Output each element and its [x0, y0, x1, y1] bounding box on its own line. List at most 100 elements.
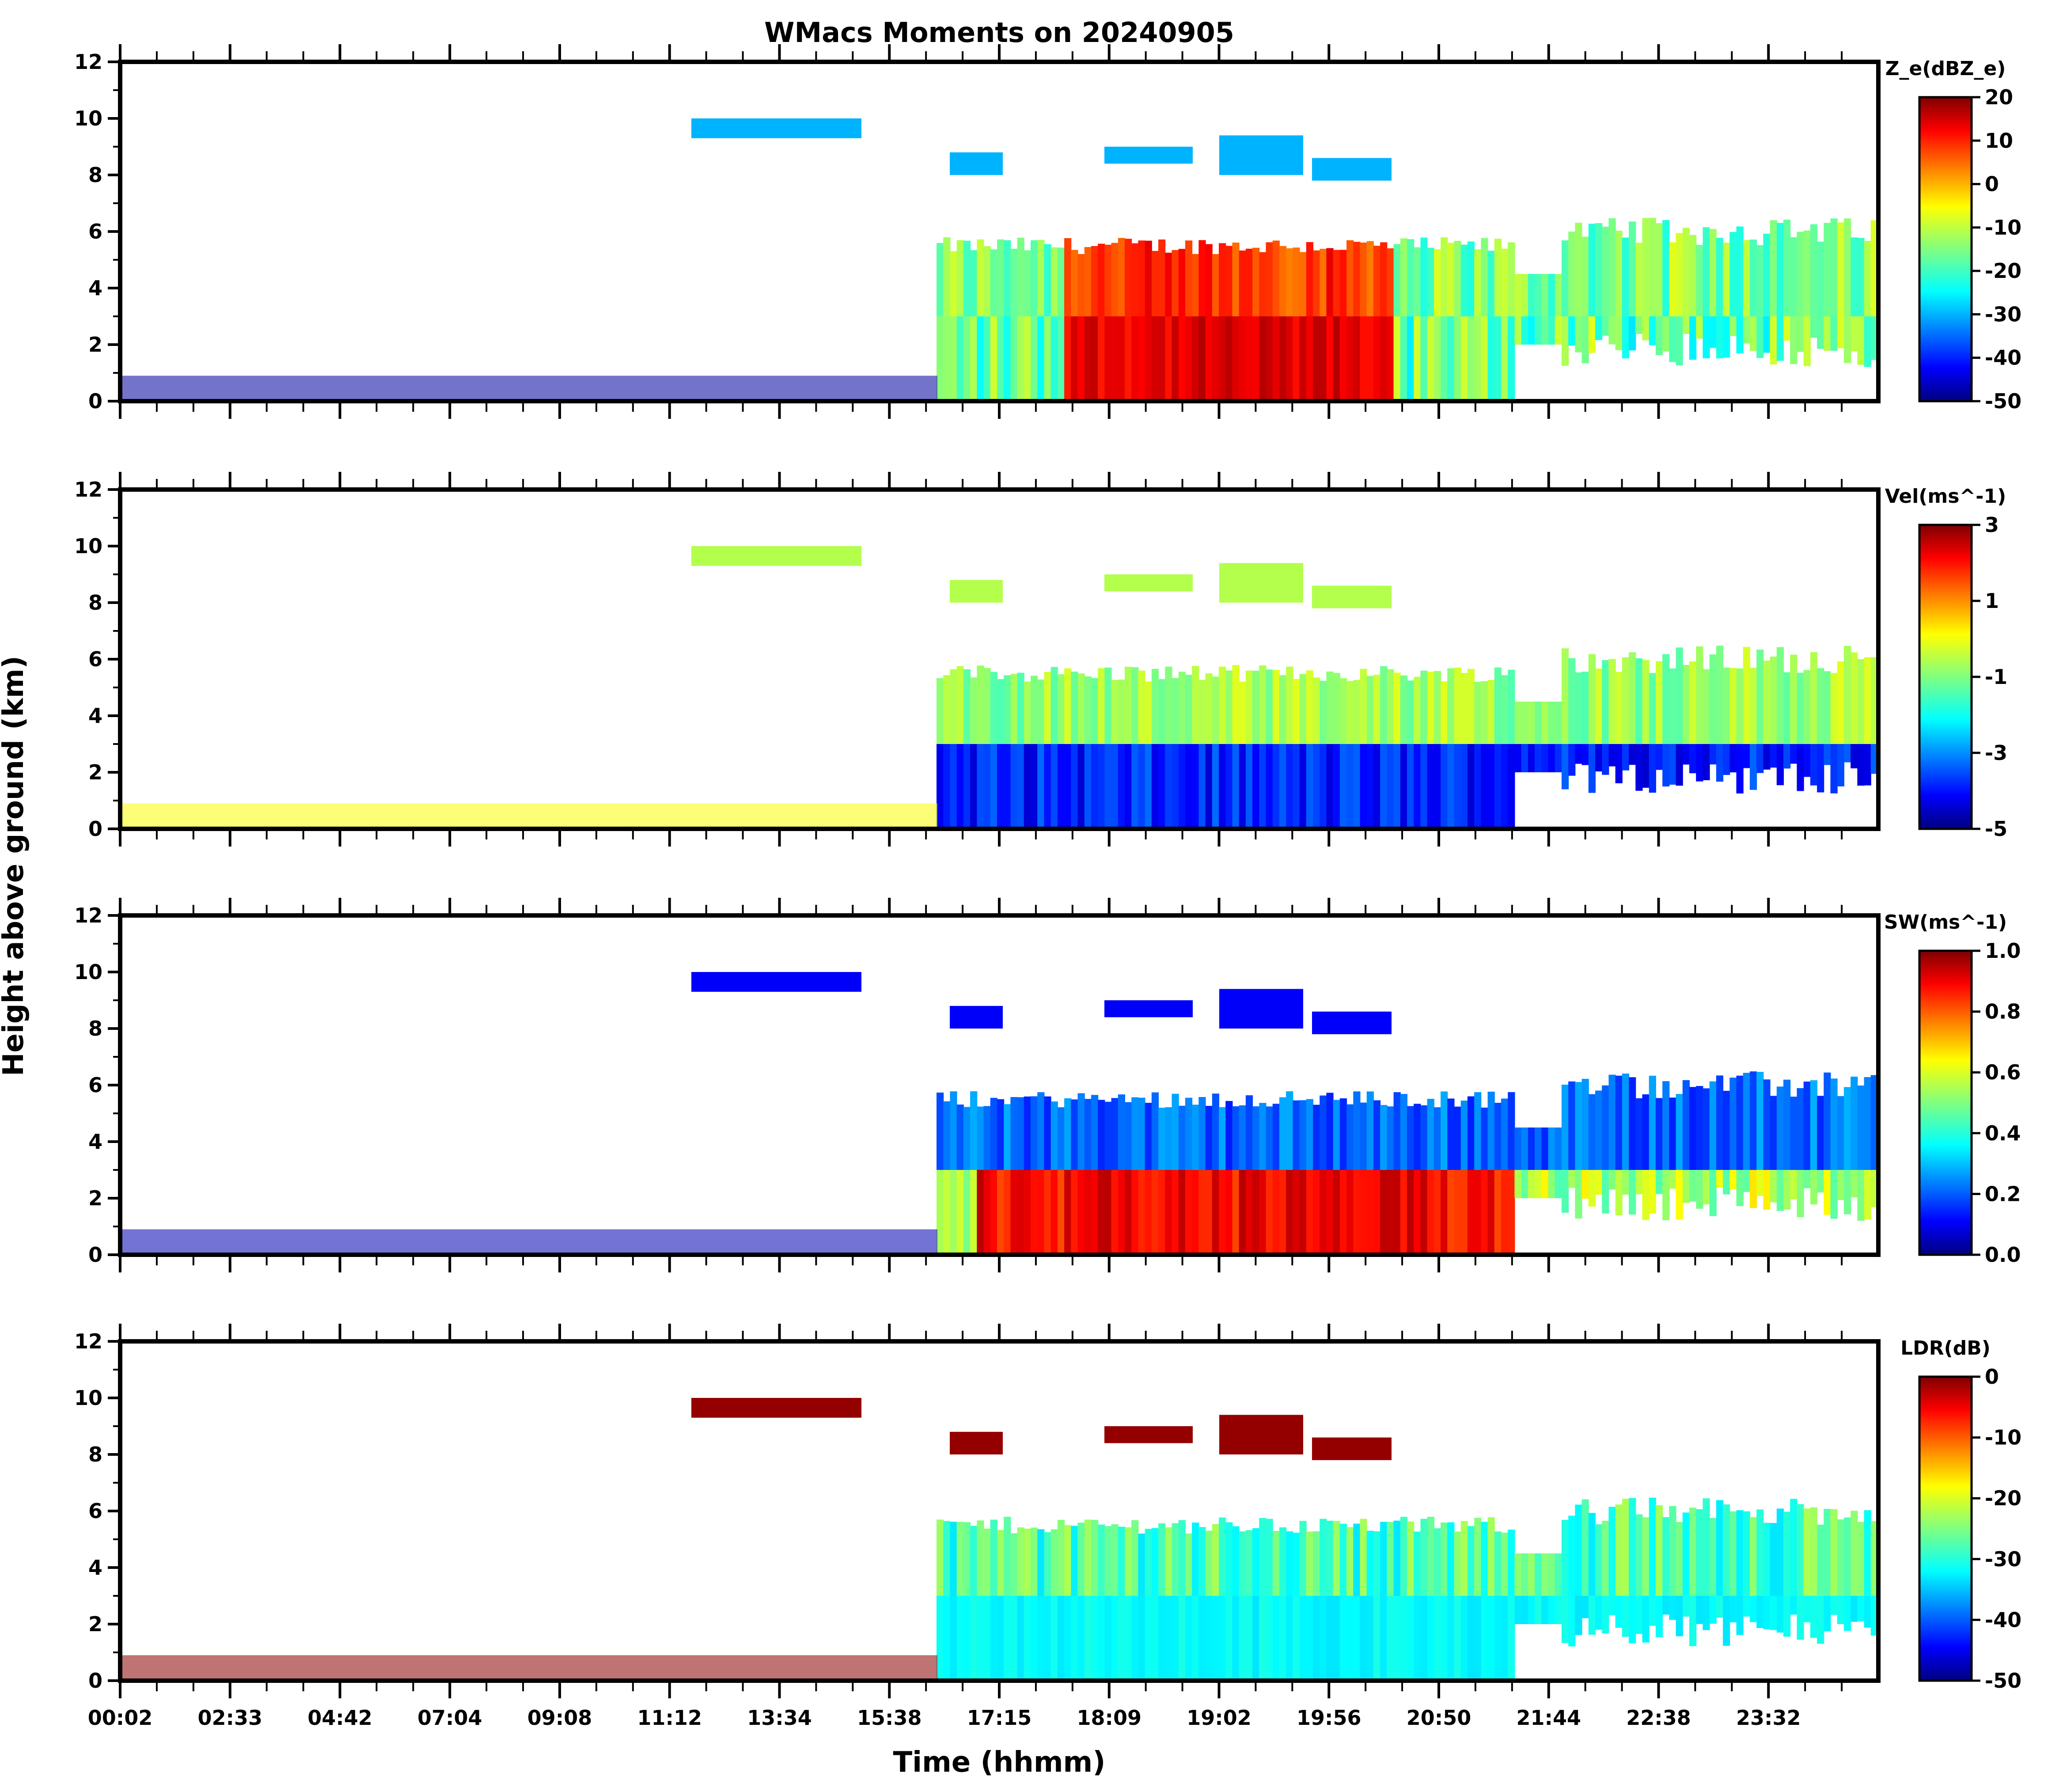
field-cell: [1077, 316, 1085, 401]
field-cell: [1279, 675, 1287, 744]
colorbar-tick-label: -40: [1985, 1608, 2021, 1632]
field-cell: [1575, 744, 1582, 764]
field-cell: [1770, 316, 1777, 364]
field-cell: [1198, 680, 1206, 744]
field-cell: [1360, 668, 1367, 744]
field-cell: [1239, 316, 1246, 401]
field-cell: [977, 665, 984, 744]
field-cell: [1535, 274, 1542, 316]
field-cell: [1763, 233, 1771, 316]
field-cell: [1393, 1170, 1401, 1255]
field-cell: [1810, 1170, 1818, 1205]
field-cell: [1763, 1596, 1771, 1629]
field-cell: [1595, 668, 1603, 744]
field-cell: [1306, 1531, 1313, 1596]
field-cell: [1824, 316, 1831, 351]
field-cell: [1131, 1170, 1139, 1255]
field-cell: [1763, 1522, 1771, 1596]
field-cell: [1245, 670, 1253, 744]
field-cell: [1655, 1596, 1663, 1637]
field-cell: [1837, 744, 1844, 786]
field-cell: [983, 1528, 991, 1596]
field-cell: [1353, 1523, 1361, 1596]
field-cell: [1467, 668, 1475, 744]
field-cell: [1843, 1170, 1851, 1215]
field-cell: [1151, 316, 1159, 401]
field-cell: [1279, 1596, 1287, 1681]
field-cell: [1790, 1170, 1798, 1200]
field-cell: [1810, 224, 1818, 316]
field-cell: [1205, 316, 1213, 401]
field-cell: [1514, 316, 1522, 345]
field-cell: [1602, 316, 1609, 336]
field-cell: [1071, 1596, 1078, 1681]
colorbar-tick-label: -20: [1985, 259, 2021, 283]
field-cell: [1407, 680, 1415, 744]
field-cell: [1010, 1596, 1018, 1681]
field-cell: [1333, 250, 1340, 316]
field-cell: [1125, 744, 1132, 829]
field-cell: [1743, 647, 1750, 744]
field-cell: [1481, 1107, 1488, 1170]
field-cell: [1548, 316, 1555, 345]
field-cell: [1400, 1170, 1407, 1255]
field-cell: [1514, 744, 1522, 772]
field-cell: [1723, 243, 1730, 316]
field-cell: [1151, 1092, 1159, 1170]
field-cell: [691, 1398, 861, 1418]
field-cell: [1064, 238, 1072, 316]
field-cell: [1487, 680, 1495, 744]
field-cell: [1252, 1596, 1260, 1681]
field-cell: [1125, 1527, 1132, 1596]
field-cell: [1252, 1170, 1260, 1255]
colorbar-label: Vel(ms^-1): [1885, 485, 2006, 508]
field-cell: [1098, 243, 1105, 316]
field-cell: [1393, 244, 1401, 316]
field-cell: [1198, 1596, 1206, 1681]
field-cell: [1460, 244, 1468, 316]
field-cell: [1333, 1596, 1340, 1681]
field-cell: [1165, 1107, 1172, 1170]
field-cell: [1165, 316, 1172, 401]
field-cell: [1454, 241, 1461, 316]
field-cell: [1770, 220, 1777, 316]
field-cell: [1682, 744, 1690, 765]
field-cell: [1232, 1170, 1240, 1255]
field-cell: [1864, 744, 1871, 786]
radar-field: [120, 546, 1878, 829]
field-cell: [1561, 1596, 1569, 1643]
field-cell: [1339, 1523, 1347, 1596]
field-cell: [1776, 744, 1784, 786]
field-cell: [1474, 744, 1482, 829]
field-cell: [1749, 1517, 1757, 1596]
field-cell: [1225, 1101, 1233, 1170]
field-cell: [1017, 1097, 1024, 1170]
field-cell: [997, 1099, 1005, 1170]
field-cell: [1743, 1511, 1750, 1596]
field-cell: [1366, 316, 1374, 401]
y-tick-label: 2: [88, 1186, 102, 1210]
field-cell: [1044, 1096, 1051, 1170]
field-cell: [1380, 1522, 1388, 1596]
x-tick-label: 07:04: [417, 1706, 482, 1730]
field-cell: [1104, 316, 1112, 401]
field-cell: [1138, 744, 1145, 829]
field-cell: [1239, 1170, 1246, 1255]
field-cell: [1790, 1097, 1798, 1170]
field-cell: [1380, 316, 1388, 401]
field-cell: [1642, 660, 1650, 744]
field-cell: [937, 1170, 944, 1255]
field-cell: [1198, 1170, 1206, 1255]
field-cell: [1326, 1520, 1334, 1596]
field-cell: [1749, 744, 1757, 790]
colorbar-tick-label: -10: [1985, 1426, 2021, 1450]
field-cell: [1239, 251, 1246, 316]
field-cell: [1736, 744, 1744, 793]
field-cell: [1057, 247, 1065, 316]
field-cell: [1339, 678, 1347, 744]
field-cell: [1320, 1596, 1327, 1681]
field-cell: [1548, 702, 1555, 744]
field-cell: [1756, 1072, 1764, 1170]
field-cell: [1387, 744, 1394, 829]
field-cell: [1541, 274, 1549, 316]
